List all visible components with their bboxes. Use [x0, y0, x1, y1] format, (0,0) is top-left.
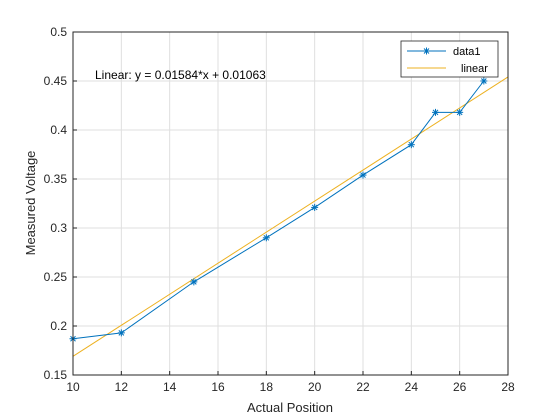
- ticks: 10 12 14 16 18 20 22 24 26 28 0.15 0.2 0.25 0.3 0.35 0.…: [44, 25, 515, 394]
- y-tick-label: 0.3: [50, 221, 67, 235]
- y-tick-label: 0.5: [50, 25, 67, 39]
- data-point: [190, 278, 198, 286]
- data-point: [117, 329, 125, 337]
- legend-box: [400, 40, 499, 78]
- x-tick-label: 20: [308, 380, 322, 394]
- legend-linear-label: linear: [461, 63, 488, 75]
- fit-equation-annotation: Linear: y = 0.01584*x + 0.01063: [95, 68, 266, 82]
- legend-data1-marker: [423, 47, 430, 55]
- data-point: [311, 203, 319, 211]
- legend-asterisk-marker: [423, 47, 430, 55]
- plot-area: [73, 32, 508, 375]
- data-point: [456, 108, 464, 116]
- x-tick-label: 22: [356, 380, 370, 394]
- x-tick-label: 14: [163, 380, 177, 394]
- x-axis-label: Actual Position: [247, 400, 333, 415]
- x-tick-label: 12: [115, 380, 129, 394]
- y-tick-label: 0.45: [44, 74, 68, 88]
- x-tick-label: 26: [453, 380, 467, 394]
- data-point: [480, 77, 488, 85]
- data-point: [407, 141, 415, 149]
- x-tick-label: 10: [66, 380, 80, 394]
- x-tick-label: 24: [405, 380, 419, 394]
- y-axis-label: Measured Voltage: [23, 151, 38, 256]
- data-point: [432, 108, 439, 116]
- y-tick-label: 0.35: [44, 172, 68, 186]
- legend-data1-label: data1: [453, 46, 481, 58]
- x-tick-label: 16: [211, 380, 225, 394]
- axes-box: [72, 31, 509, 376]
- legend[interactable]: data1 linear: [400, 40, 499, 78]
- y-tick-label: 0.15: [44, 368, 68, 382]
- y-tick-label: 0.25: [44, 270, 68, 284]
- y-tick-label: 0.2: [50, 319, 67, 333]
- x-tick-label: 18: [260, 380, 274, 394]
- data-series-layer: [69, 77, 488, 343]
- x-tick-label: 28: [501, 380, 515, 394]
- fit-line-layer: [72, 76, 509, 357]
- data-point: [262, 234, 270, 242]
- series-line-data1: [72, 80, 485, 340]
- data-point: [359, 171, 367, 179]
- y-tick-label: 0.4: [50, 123, 67, 137]
- fit-line-linear: [72, 76, 509, 357]
